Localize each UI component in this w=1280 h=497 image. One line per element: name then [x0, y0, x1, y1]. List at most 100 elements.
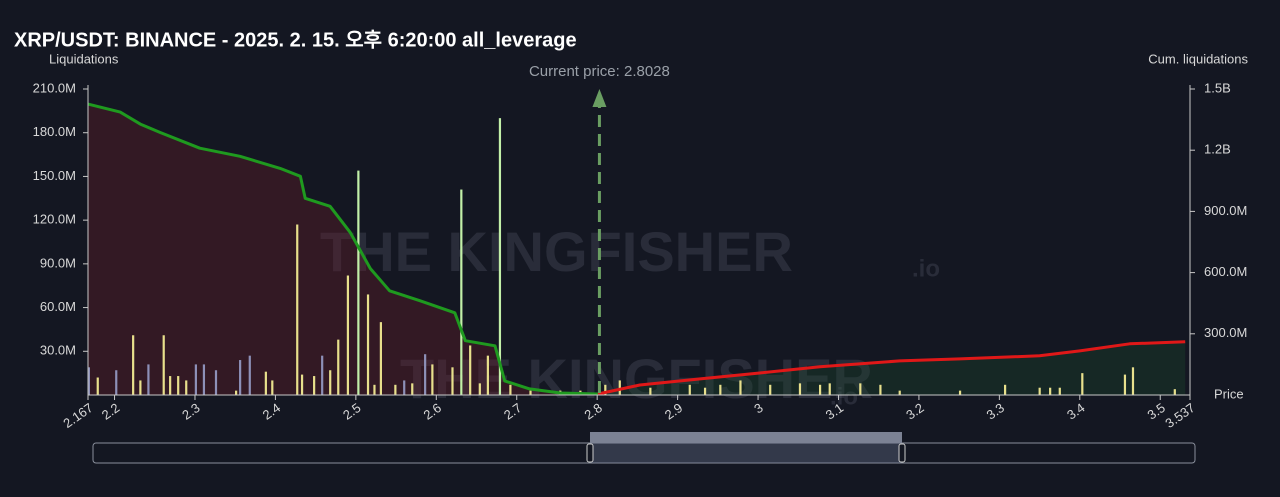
y2-axis-title: Cum. liquidations	[1148, 51, 1248, 66]
liquidation-bar	[373, 384, 376, 395]
current-price-arrow	[592, 89, 607, 107]
liquidation-bar	[248, 355, 251, 395]
liquidation-bar	[139, 380, 142, 395]
watermark: THE KINGFISHER	[400, 347, 873, 410]
liquidation-bar	[411, 383, 414, 395]
y-tick-label: 90.0M	[40, 255, 76, 270]
liquidation-bar	[366, 294, 370, 395]
cum-line	[87, 102, 599, 396]
cum-area	[88, 104, 598, 395]
liquidation-bar	[828, 383, 831, 395]
y2-tick-label: 300.0M	[1204, 325, 1247, 340]
liquidation-bar	[162, 335, 165, 395]
y-axis-title: Liquidations	[49, 51, 119, 66]
liquidation-bar	[1049, 387, 1052, 395]
current-price-label: Current price: 2.8028	[529, 63, 670, 80]
x-axis-title: Price	[1214, 386, 1244, 401]
liquidation-bar	[703, 387, 707, 395]
liquidation-bar	[898, 390, 901, 395]
y2-tick-label: 600.0M	[1204, 264, 1247, 279]
liquidation-bar	[859, 383, 862, 395]
liquidation-bar	[329, 370, 332, 395]
liquidation-bar	[769, 384, 772, 395]
liquidation-bar	[264, 371, 267, 395]
liquidation-bar	[300, 374, 304, 395]
liquidation-bar	[394, 384, 397, 395]
liquidation-bar	[1081, 373, 1084, 395]
liquidation-bar	[271, 380, 274, 395]
liquidation-bar	[346, 275, 350, 395]
cum-area	[598, 341, 1186, 395]
slider-window[interactable]	[590, 443, 902, 463]
liquidation-bar	[296, 224, 299, 395]
liquidation-bar	[337, 339, 340, 395]
liquidation-bar	[177, 376, 180, 395]
liquidation-bar	[460, 189, 463, 395]
liquidation-bar	[1173, 389, 1176, 395]
slider-bar[interactable]	[590, 432, 902, 443]
liquidation-bar	[618, 380, 621, 395]
liquidation-bar	[235, 390, 238, 395]
liquidation-bar	[486, 355, 489, 395]
liquidation-bar	[1058, 387, 1061, 395]
liquidation-bar	[529, 390, 532, 395]
slider-handle[interactable]	[586, 443, 594, 463]
watermark-suffix: .io	[912, 255, 940, 282]
liquidation-bar	[87, 367, 91, 395]
liquidation-bar	[313, 376, 316, 395]
range-slider[interactable]	[92, 432, 1196, 464]
liquidation-bar	[739, 380, 742, 395]
watermark: THE KINGFISHER	[320, 220, 793, 283]
y-tick-label: 30.0M	[40, 343, 76, 358]
liquidation-bar	[214, 370, 218, 395]
liquidation-bar	[719, 384, 722, 395]
liquidation-bar	[379, 322, 382, 395]
y-tick-label: 60.0M	[40, 299, 76, 314]
liquidation-bar	[509, 384, 512, 395]
liquidation-bar	[1131, 367, 1135, 395]
chart-title: XRP/USDT: BINANCE - 2025. 2. 15. 오후 6:20…	[14, 28, 577, 51]
y-tick-label: 120.0M	[33, 212, 76, 227]
liquidation-bar	[1038, 387, 1041, 395]
liquidation-bar	[132, 335, 135, 395]
liquidation-bar	[357, 170, 360, 395]
liquidation-bar	[169, 376, 172, 395]
slider-handle[interactable]	[898, 443, 906, 463]
liquidation-bar	[403, 380, 406, 395]
watermark-suffix: .io	[830, 383, 858, 410]
liquidation-bar	[958, 390, 962, 395]
cum-line	[597, 340, 1186, 396]
y2-tick-label: 1.2B	[1204, 142, 1231, 157]
liquidation-bar	[649, 387, 652, 395]
liquidation-bar	[185, 380, 188, 395]
y-tick-label: 210.0M	[33, 80, 76, 95]
liquidation-bar	[115, 370, 118, 395]
liquidation-bar	[321, 355, 324, 395]
liquidation-bar	[498, 118, 502, 396]
liquidation-bar	[147, 364, 150, 395]
liquidation-bar	[879, 384, 882, 395]
liquidation-bar	[469, 345, 472, 395]
liquidation-bar	[818, 384, 822, 395]
liquidation-bar	[1003, 384, 1007, 395]
y-tick-label: 150.0M	[33, 168, 76, 183]
liquidation-bar	[96, 377, 99, 395]
liquidation-bar	[451, 367, 454, 395]
liquidation-bar	[424, 354, 427, 395]
plot-area	[87, 102, 1186, 396]
liquidation-bar	[239, 360, 242, 395]
liquidation-bar	[1123, 374, 1127, 395]
liquidation-bar	[202, 364, 206, 395]
y-tick-label: 180.0M	[33, 124, 76, 139]
y2-tick-label: 900.0M	[1204, 203, 1247, 218]
liquidation-bar	[431, 364, 434, 395]
liquidation-bar	[604, 384, 607, 395]
liquidation-bar	[798, 383, 802, 395]
y2-tick-label: 1.5B	[1204, 80, 1231, 95]
liquidation-bar	[478, 383, 481, 395]
liquidation-bar	[194, 364, 197, 395]
watermark-group: THE KINGFISHER .io THE KINGFISHER .io	[320, 220, 940, 411]
liquidation-bar	[688, 384, 691, 395]
